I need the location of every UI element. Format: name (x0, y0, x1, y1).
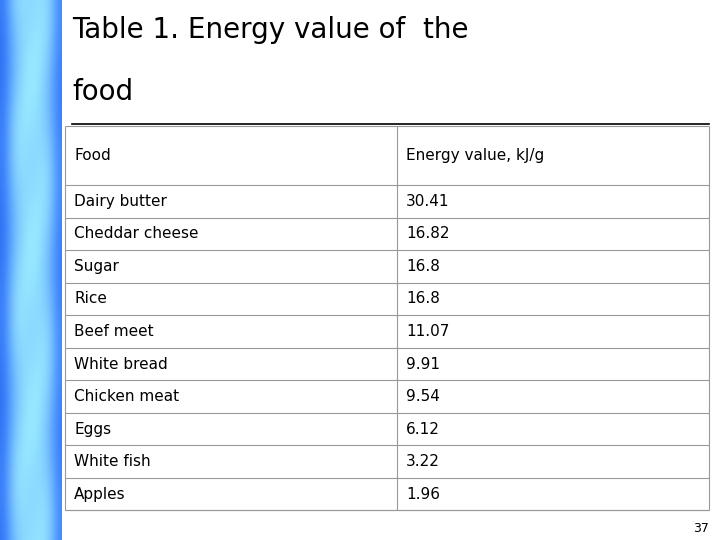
Text: 30.41: 30.41 (406, 194, 449, 209)
Text: 37: 37 (693, 522, 709, 535)
Text: 16.82: 16.82 (406, 226, 449, 241)
Text: 9.91: 9.91 (406, 356, 440, 372)
Text: 6.12: 6.12 (406, 422, 440, 436)
Text: Energy value, kJ/g: Energy value, kJ/g (406, 148, 544, 163)
Text: 16.8: 16.8 (406, 292, 440, 307)
Text: Sugar: Sugar (74, 259, 119, 274)
Text: Rice: Rice (74, 292, 107, 307)
Text: 3.22: 3.22 (406, 454, 440, 469)
Text: Food: Food (74, 148, 111, 163)
Text: food: food (72, 78, 133, 106)
Text: Apples: Apples (74, 487, 126, 502)
Text: Chicken meat: Chicken meat (74, 389, 179, 404)
Text: Dairy butter: Dairy butter (74, 194, 167, 209)
Text: Eggs: Eggs (74, 422, 112, 436)
Text: White fish: White fish (74, 454, 150, 469)
Text: Beef meet: Beef meet (74, 324, 154, 339)
Text: 9.54: 9.54 (406, 389, 440, 404)
Text: 11.07: 11.07 (406, 324, 449, 339)
Text: 1.96: 1.96 (406, 487, 440, 502)
Text: Table 1. Energy value of  the: Table 1. Energy value of the (72, 16, 469, 44)
Text: 16.8: 16.8 (406, 259, 440, 274)
Text: Cheddar cheese: Cheddar cheese (74, 226, 199, 241)
Text: White bread: White bread (74, 356, 168, 372)
